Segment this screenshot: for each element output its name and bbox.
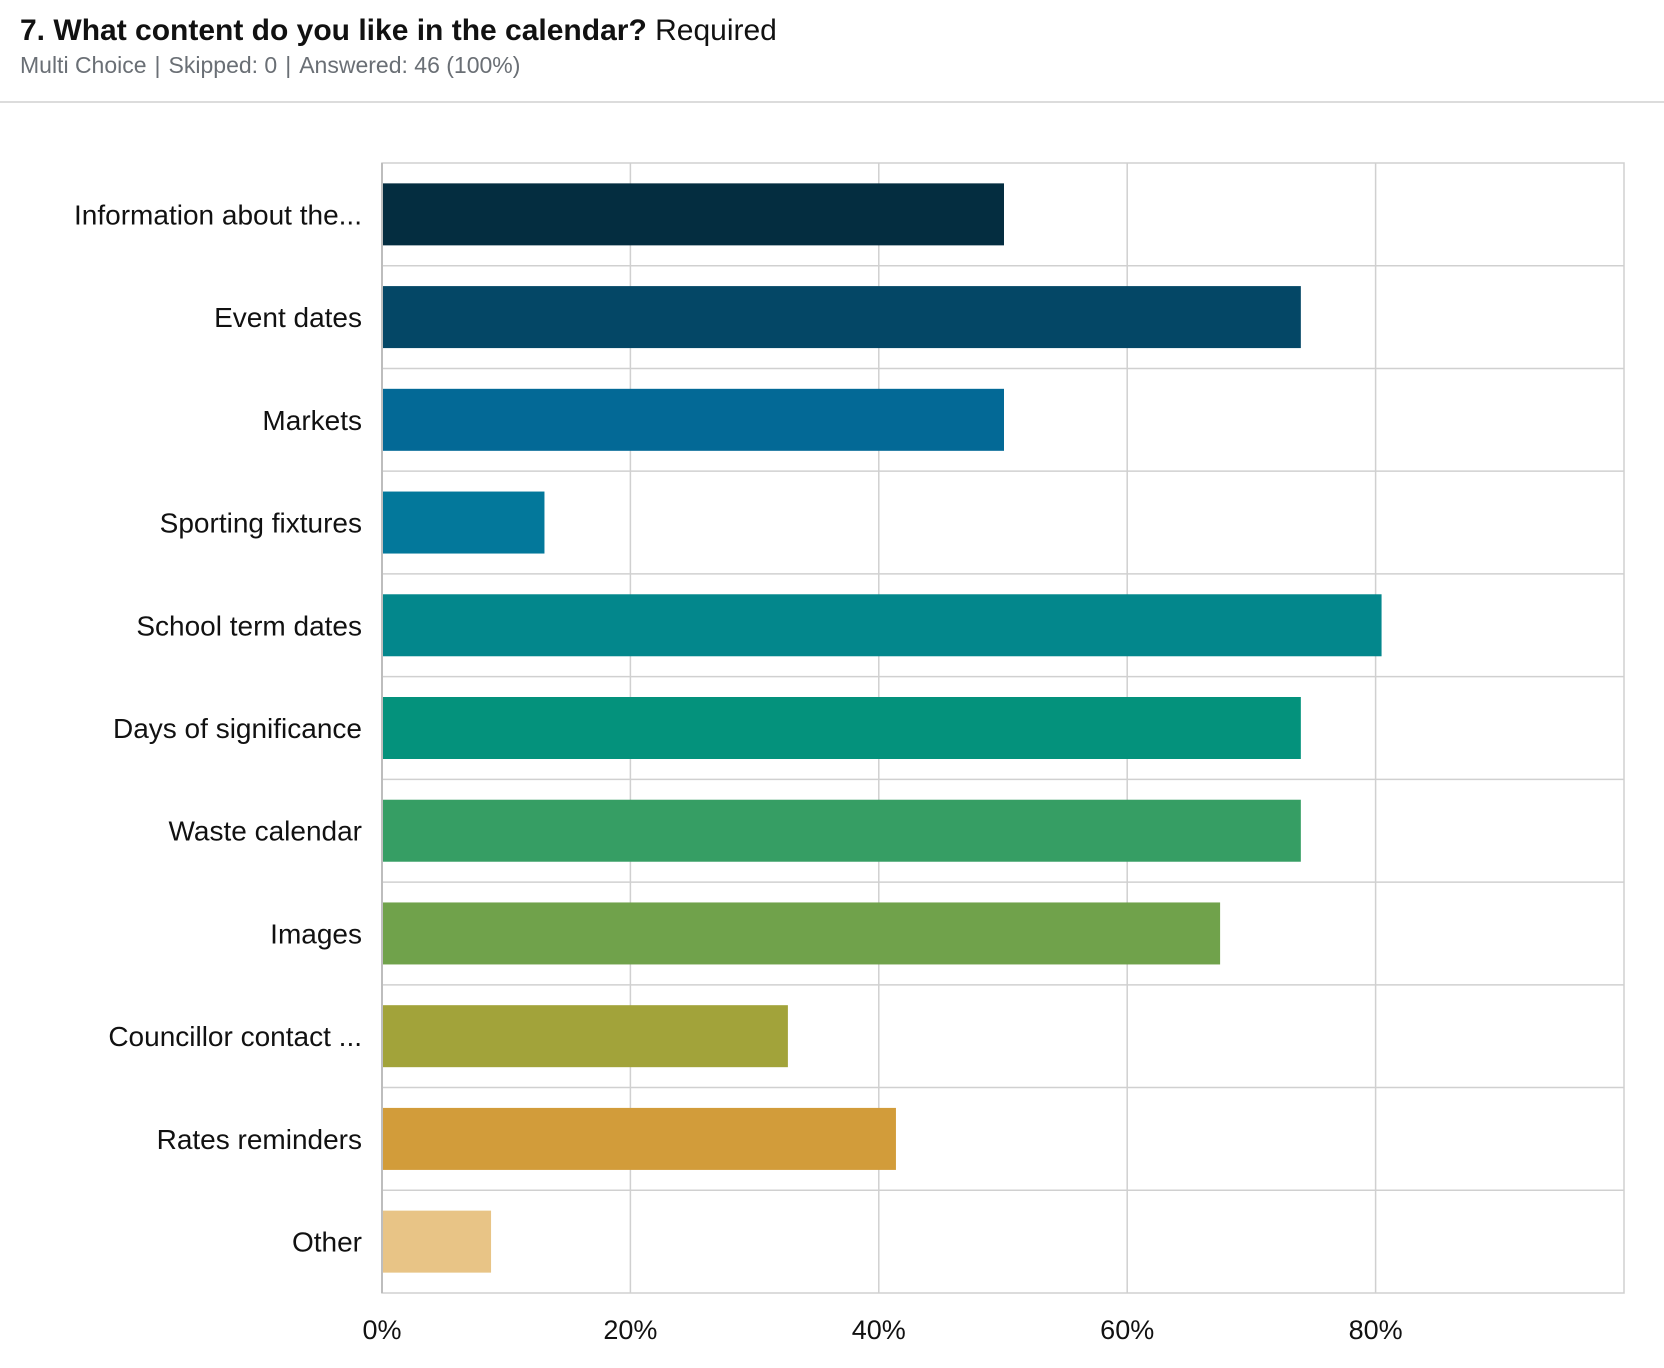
question-text: What content do you like in the calendar…	[53, 14, 647, 47]
bar-event-dates[interactable]	[383, 286, 1301, 349]
bar-waste-calendar[interactable]	[383, 799, 1301, 862]
bar-sporting-fixtures[interactable]	[383, 491, 545, 554]
question-number: 7.	[20, 14, 46, 47]
category-label: Event dates	[214, 302, 362, 333]
bar-information-about-the[interactable]	[383, 183, 1004, 246]
category-label: Sporting fixtures	[160, 508, 362, 539]
bar-chart: Information about the... Event dates Marke…	[74, 162, 1625, 1345]
x-tick-label: 80%	[1349, 1315, 1403, 1345]
chart-bars	[383, 183, 1382, 1273]
bar-rates-reminders[interactable]	[383, 1107, 896, 1170]
x-tick-label: 60%	[1100, 1315, 1154, 1345]
required-label: Required	[655, 14, 777, 47]
bar-other[interactable]	[383, 1210, 492, 1273]
x-tick-label: 40%	[852, 1315, 906, 1345]
category-label: Information about the...	[74, 199, 362, 230]
bar-markets[interactable]	[383, 388, 1004, 451]
category-label: Councillor contact ...	[108, 1021, 362, 1052]
answered-count: Answered: 46 (100%)	[299, 52, 521, 78]
category-label: Markets	[262, 405, 362, 436]
x-tick-label: 0%	[362, 1315, 401, 1345]
chart-category-labels: Information about the... Event dates Marke…	[74, 199, 362, 1257]
category-label: Images	[270, 918, 362, 949]
category-label: Days of significance	[113, 713, 362, 744]
bar-images[interactable]	[383, 902, 1221, 965]
meta-separator: |	[154, 52, 161, 78]
x-tick-label: 20%	[603, 1315, 657, 1345]
question-meta: Multi Choice | Skipped: 0 | Answered: 46 (10…	[20, 52, 520, 79]
bar-councillor-contact[interactable]	[383, 1005, 788, 1068]
chart-x-axis-ticks: 0% 20% 40% 60% 80%	[362, 1315, 1402, 1345]
skipped-count: Skipped: 0	[168, 52, 278, 78]
category-label: Waste calendar	[169, 816, 363, 847]
bar-school-term-dates[interactable]	[383, 594, 1382, 657]
meta-separator: |	[285, 52, 292, 78]
bar-days-of-significance[interactable]	[383, 697, 1301, 759]
question-header: 7. What content do you like in the calen…	[0, 0, 1664, 103]
category-label: School term dates	[136, 610, 362, 641]
question-title: 7. What content do you like in the calen…	[20, 14, 777, 48]
category-label: Other	[292, 1227, 362, 1258]
question-type: Multi Choice	[20, 52, 147, 78]
category-label: Rates reminders	[157, 1124, 362, 1155]
